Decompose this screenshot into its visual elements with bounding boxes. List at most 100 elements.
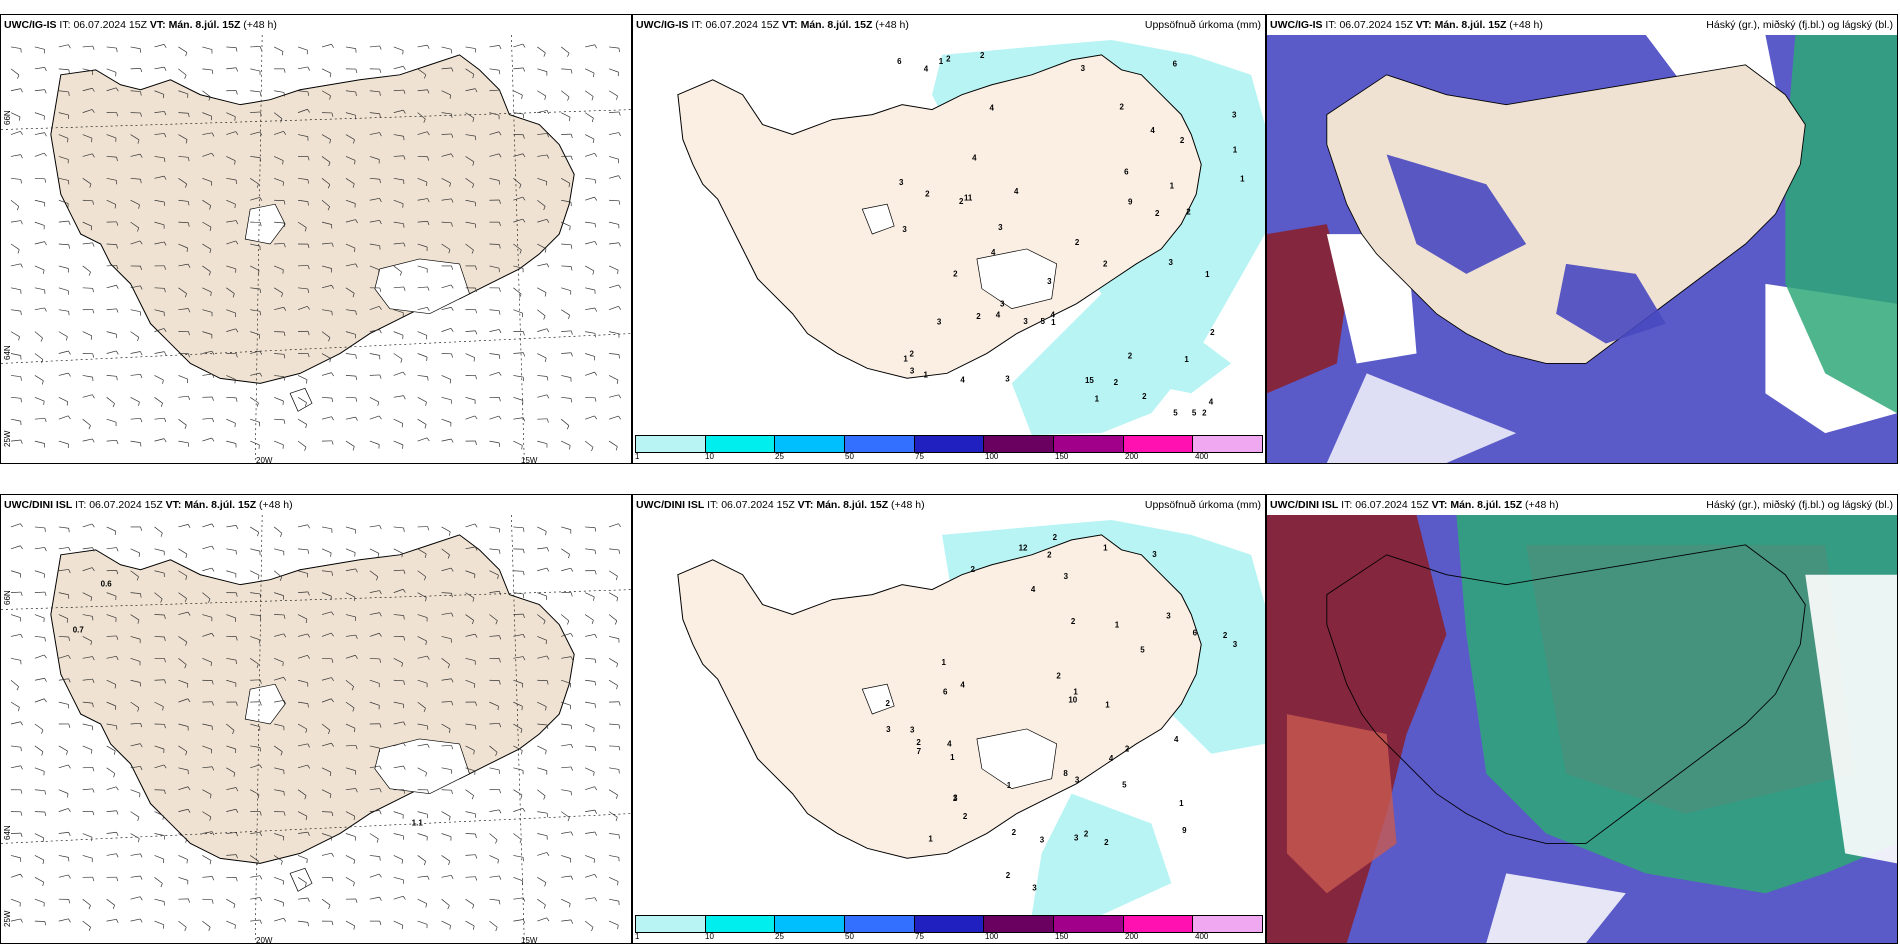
wind-barb-flag: [522, 919, 526, 924]
wind-barb: [537, 917, 547, 922]
wind-barb-flag: [256, 663, 259, 668]
wind-barb-flag: [164, 133, 167, 138]
wind-barb: [584, 920, 594, 928]
wind-barb: [82, 109, 93, 113]
wind-barb-flag: [20, 88, 23, 93]
wind-barb: [274, 440, 284, 446]
wind-barb-flag: [618, 306, 622, 310]
wind-barb-flag: [20, 811, 23, 816]
wind-barb-flag: [570, 633, 574, 637]
wind-barb-flag: [112, 905, 115, 909]
wind-barb-flag: [355, 310, 357, 316]
wind-barb-flag: [544, 95, 547, 100]
wind-barb-flag: [379, 45, 382, 50]
wind-barb-flag: [616, 794, 618, 799]
wind-barb-flag: [379, 525, 382, 530]
wind-barb-flag: [259, 350, 263, 355]
wind-barb: [608, 306, 619, 311]
wind-barb: [585, 767, 595, 773]
wind-barb-flag: [594, 659, 597, 664]
wind-barb: [369, 306, 380, 311]
precip-value: 1: [1073, 688, 1078, 697]
wind-barb-flag: [423, 118, 426, 123]
wind-gust-label: 1.1: [412, 819, 424, 828]
wind-barb-flag: [522, 897, 526, 902]
wind-barb: [345, 920, 355, 927]
wind-barb: [274, 131, 284, 135]
lon-label-20w: 20W: [256, 936, 273, 944]
wind-barb-flag: [68, 832, 71, 837]
wind-barb: [58, 874, 69, 878]
wind-barb: [561, 831, 572, 834]
wind-barb: [82, 723, 93, 727]
wind-barb: [130, 766, 141, 769]
wind-barb-flag: [160, 532, 163, 537]
wind-barb-flag: [44, 241, 47, 246]
colorbar-cell: [1123, 436, 1194, 452]
wind-barb-flag: [307, 353, 310, 358]
wind-barb-flag: [211, 567, 215, 572]
wind-barb: [489, 89, 500, 92]
wind-barb: [537, 154, 548, 157]
wind-barb: [489, 722, 500, 725]
wind-barb: [608, 284, 619, 289]
colorbar-tick-label: 75: [915, 452, 924, 461]
wind-barb: [369, 855, 380, 857]
wind-barb: [345, 723, 356, 729]
wind-barb-flag: [163, 764, 167, 769]
wind-barb-flag: [235, 592, 238, 597]
colorbar-tick-label: 200: [1125, 452, 1139, 461]
wind-barb-flag: [566, 620, 570, 625]
wind-barb: [585, 44, 595, 48]
wind-barb: [537, 614, 546, 621]
wind-barb: [34, 767, 45, 772]
wind-barb-flag: [568, 117, 571, 122]
wind-barb-flag: [447, 554, 450, 559]
wind-barb: [537, 440, 548, 445]
wind-barb: [441, 438, 452, 442]
wind-barb-flag: [283, 419, 286, 424]
wind-barb-flag: [44, 790, 46, 795]
wind-barb: [106, 418, 117, 423]
precip-value: 3: [886, 725, 891, 734]
wind-barb-flag: [139, 896, 143, 901]
wind-barb: [345, 654, 356, 659]
wind-barb-flag: [495, 927, 498, 932]
wind-barb-flag: [618, 200, 621, 205]
wind-barb: [297, 655, 308, 659]
wind-barb-flag: [451, 353, 453, 358]
wind-barb: [274, 633, 284, 637]
wind-barb-flag: [41, 729, 44, 734]
wind-barb-flag: [544, 292, 547, 297]
wind-barb-flag: [402, 896, 406, 900]
wind-barb-flag: [450, 328, 454, 332]
wind-barb: [321, 372, 332, 376]
wind-barb-flag: [450, 153, 454, 158]
wind-barb-flag: [43, 698, 47, 703]
wind-barb: [513, 592, 524, 595]
wind-barb: [178, 548, 188, 555]
wind-barb-flag: [66, 618, 69, 623]
wind-barb: [585, 371, 595, 376]
precip-value: 2: [1210, 328, 1215, 337]
wind-barb-flag: [42, 859, 45, 864]
wind-barb-flag: [305, 379, 308, 384]
precip-value: 4: [1150, 126, 1155, 135]
wind-barb: [608, 614, 618, 622]
wind-barb: [34, 265, 45, 271]
wind-barb-flag: [331, 698, 334, 703]
colorbar-cell: [984, 436, 1055, 452]
wind-barb: [130, 309, 141, 313]
wind-barb-flag: [307, 331, 310, 336]
wind-barb: [297, 397, 307, 403]
wind-barb: [298, 199, 308, 202]
lat-label-64n: 64N: [3, 345, 12, 360]
wind-barb: [441, 396, 452, 401]
wind-barb: [393, 855, 403, 861]
wind-barb: [513, 701, 523, 707]
wind-barb-flag: [616, 95, 618, 100]
wind-barb: [393, 742, 404, 747]
wind-barb: [369, 132, 380, 135]
colorbar-tick-label: 1: [635, 452, 640, 461]
colorbar-cell: [845, 436, 915, 452]
